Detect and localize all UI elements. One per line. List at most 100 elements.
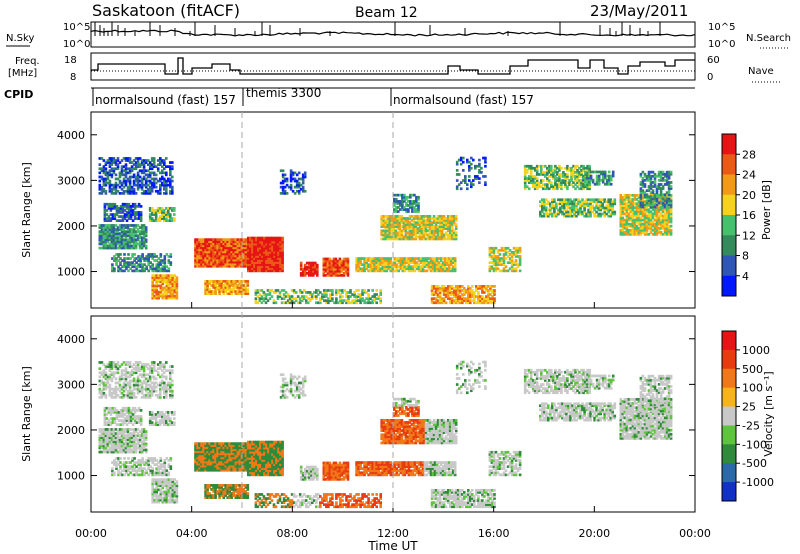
power-cell <box>161 274 165 277</box>
power-cell <box>247 255 250 258</box>
power-cell <box>153 274 156 277</box>
power-cell <box>123 263 126 266</box>
power-cell <box>121 209 125 212</box>
power-cell <box>204 284 207 287</box>
power-cell <box>430 225 434 228</box>
power-cell <box>479 301 482 305</box>
power-cell <box>428 237 432 241</box>
power-cell <box>169 173 172 177</box>
power-cell <box>165 183 168 187</box>
power-cell <box>129 267 132 271</box>
power-cell <box>388 231 392 235</box>
power-cell <box>137 205 141 208</box>
power-cell <box>238 238 242 241</box>
power-cell <box>266 289 270 292</box>
power-cell <box>210 280 213 283</box>
power-cell <box>324 261 328 265</box>
power-cell <box>208 254 211 258</box>
power-cell <box>325 291 328 294</box>
power-cell <box>388 223 392 226</box>
power-cell <box>220 288 223 291</box>
power-cell <box>236 286 240 289</box>
power-cell <box>200 258 203 262</box>
power-cell <box>220 262 223 266</box>
power-cell <box>413 208 416 211</box>
power-cell <box>375 269 378 273</box>
power-cell <box>444 289 448 292</box>
power-cell <box>269 251 272 254</box>
power-cell <box>330 267 334 271</box>
power-cell <box>349 295 352 298</box>
power-cell <box>253 246 256 250</box>
power-cell <box>383 269 386 273</box>
power-cell <box>483 287 486 290</box>
power-cell <box>268 293 272 296</box>
power-cell <box>416 223 420 226</box>
power-cell <box>504 265 508 269</box>
power-cell <box>280 301 284 305</box>
power-cell <box>367 293 370 296</box>
power-cell <box>151 290 154 294</box>
power-cell <box>473 299 476 302</box>
power-cell <box>128 169 132 173</box>
power-cell <box>407 261 411 264</box>
power-cell <box>463 287 466 290</box>
power-cell <box>200 238 203 241</box>
power-cell <box>453 269 457 273</box>
power-cell <box>428 223 432 226</box>
power-cell <box>448 233 452 237</box>
power-cell <box>105 209 109 212</box>
power-cell <box>124 183 128 187</box>
power-cell <box>148 189 152 193</box>
power-cell <box>322 272 326 275</box>
power-cell <box>114 163 118 166</box>
power-cell <box>321 295 324 298</box>
power-cell <box>355 289 358 292</box>
power-cell <box>236 280 240 283</box>
power-cell <box>444 293 448 296</box>
power-cell <box>128 246 132 250</box>
power-cell <box>169 177 172 181</box>
power-cell <box>386 231 390 235</box>
power-cell <box>445 267 449 271</box>
power-cell <box>440 235 444 239</box>
power-cell <box>130 175 134 179</box>
power-cell <box>347 301 350 305</box>
power-cell <box>258 293 262 296</box>
power-cell <box>367 259 370 262</box>
power-cell <box>413 263 417 266</box>
power-cell <box>432 229 436 233</box>
power-cell <box>267 269 270 273</box>
power-cell <box>293 177 297 181</box>
power-cell <box>154 211 158 214</box>
power-cell <box>244 242 248 246</box>
power-cell <box>322 259 326 263</box>
power-cell <box>132 224 136 227</box>
power-cell <box>131 261 134 264</box>
power-cell <box>281 169 285 173</box>
power-cell <box>204 282 207 285</box>
power-cell <box>115 257 118 260</box>
power-cell <box>400 225 404 228</box>
power-cell <box>150 165 154 168</box>
power-cell <box>102 167 106 171</box>
power-cell <box>377 265 380 269</box>
power-cell <box>454 215 458 218</box>
power-cell <box>330 269 334 273</box>
power-cell <box>153 259 156 262</box>
power-cell <box>242 240 246 243</box>
power-cell <box>379 259 382 262</box>
power-cell <box>414 227 418 230</box>
power-cell <box>273 263 276 266</box>
power-cell <box>171 185 174 189</box>
power-cell <box>441 269 445 273</box>
power-cell <box>282 289 286 292</box>
power-cell <box>334 259 338 263</box>
power-cell <box>133 211 137 214</box>
power-cell <box>292 297 296 300</box>
power-cell <box>202 246 205 250</box>
power-cell <box>454 291 458 294</box>
power-cell <box>438 287 442 290</box>
power-cell <box>163 215 166 218</box>
power-cell <box>238 244 242 248</box>
